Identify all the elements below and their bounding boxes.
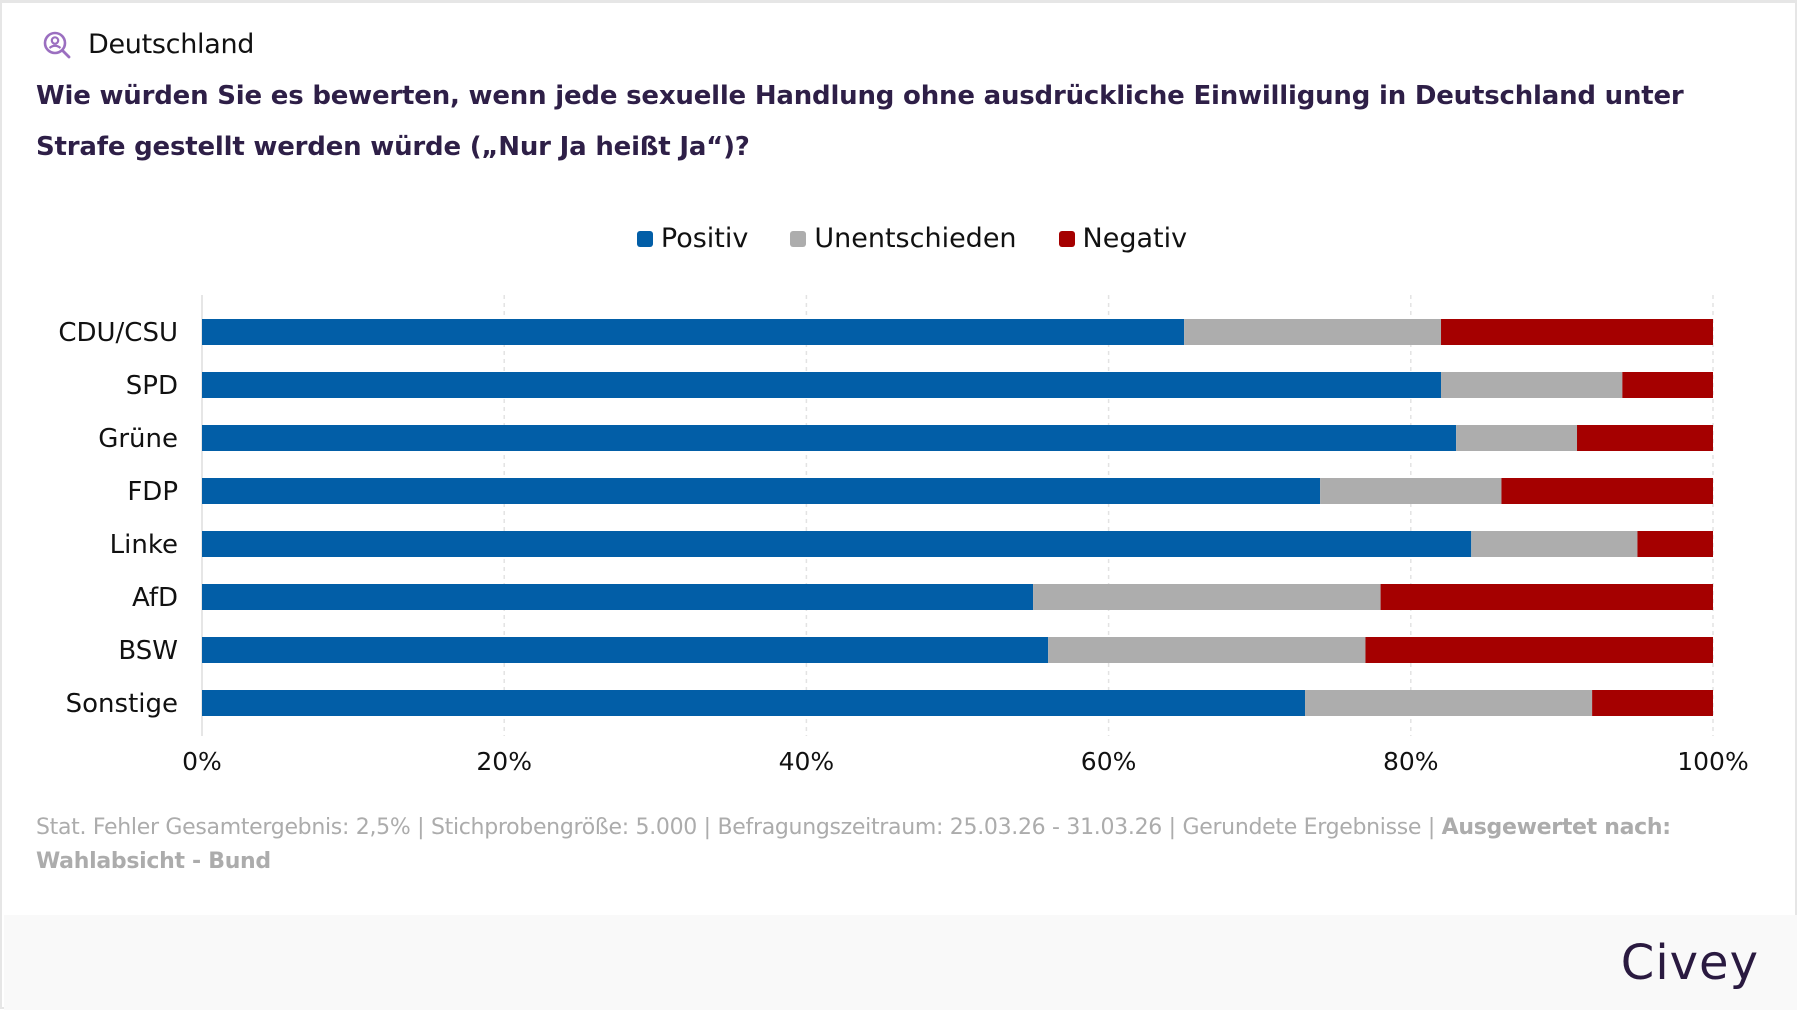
y-category-label: AfD: [132, 583, 178, 613]
x-tick-label: 60%: [1081, 747, 1137, 776]
x-tick-label: 80%: [1383, 747, 1439, 776]
bar-segment-unentschieden[interactable]: [1320, 478, 1502, 504]
x-tick-label: 20%: [476, 747, 532, 776]
legend-swatch: [636, 230, 653, 247]
bar-segment-negativ[interactable]: [1577, 425, 1713, 451]
y-category-label: BSW: [118, 636, 178, 666]
bar-segment-unentschieden[interactable]: [1456, 425, 1578, 451]
civey-logo: Civey: [1620, 935, 1759, 991]
y-category-label: SPD: [126, 371, 178, 401]
legend-label: Negativ: [1082, 223, 1188, 254]
y-category-label: Grüne: [98, 424, 178, 454]
chart-legend: Positiv Unentschieden Negativ: [2, 223, 1800, 254]
bar-segment-positiv[interactable]: [202, 319, 1185, 345]
bar-segment-positiv[interactable]: [202, 584, 1034, 610]
legend-item-unentschieden[interactable]: Unentschieden: [790, 223, 1017, 254]
legend-label: Unentschieden: [814, 223, 1017, 254]
bar-segment-negativ[interactable]: [1637, 531, 1713, 557]
y-category-label: Linke: [110, 530, 178, 560]
footnote-text: Stat. Fehler Gesamtergebnis: 2,5% | Stic…: [36, 815, 1442, 840]
y-category-label: FDP: [127, 477, 178, 507]
legend-item-positiv[interactable]: Positiv: [636, 223, 749, 254]
bar-segment-negativ[interactable]: [1592, 690, 1713, 716]
x-tick-label: 40%: [779, 747, 835, 776]
footnote: Stat. Fehler Gesamtergebnis: 2,5% | Stic…: [36, 811, 1776, 879]
legend-label: Positiv: [660, 223, 749, 254]
legend-swatch: [1058, 230, 1075, 247]
bar-segment-unentschieden[interactable]: [1033, 584, 1381, 610]
bar-segment-unentschieden[interactable]: [1048, 637, 1366, 663]
bar-segment-unentschieden[interactable]: [1441, 372, 1623, 398]
footer-band: Civey: [4, 915, 1797, 1010]
bar-segment-unentschieden[interactable]: [1471, 531, 1638, 557]
bar-segment-negativ[interactable]: [1622, 372, 1713, 398]
person-search-icon: [43, 31, 71, 58]
legend-swatch: [790, 230, 807, 247]
region-header: Deutschland: [42, 29, 254, 60]
bar-segment-positiv[interactable]: [202, 531, 1472, 557]
bar-segment-positiv[interactable]: [202, 637, 1049, 663]
bar-segment-negativ[interactable]: [1501, 478, 1713, 504]
bar-segment-positiv[interactable]: [202, 690, 1306, 716]
y-category-label: CDU/CSU: [58, 318, 178, 348]
bar-segment-unentschieden[interactable]: [1305, 690, 1593, 716]
y-category-label: Sonstige: [66, 689, 178, 719]
bar-segment-unentschieden[interactable]: [1184, 319, 1442, 345]
bar-segment-positiv[interactable]: [202, 478, 1321, 504]
stacked-bar-chart: 0% 20% 40% 60% 80% 100% CDU/CSU SPD Grüne FDP Link…: [58, 295, 1749, 776]
legend-item-negativ[interactable]: Negativ: [1058, 223, 1188, 254]
question-title: Wie würden Sie es bewerten, wenn jede se…: [36, 81, 1684, 162]
bar-segment-negativ[interactable]: [1365, 637, 1713, 663]
bar-segment-negativ[interactable]: [1380, 584, 1713, 610]
bar-segment-negativ[interactable]: [1441, 319, 1713, 345]
x-tick-label: 0%: [182, 747, 222, 776]
region-label: Deutschland: [88, 29, 255, 60]
footnote-bold: Ausgewertet nach: Wahlabsicht - Bund: [36, 815, 1671, 874]
bar-segment-positiv[interactable]: [202, 425, 1457, 451]
bar-segment-positiv[interactable]: [202, 372, 1442, 398]
x-tick-label: 100%: [1677, 747, 1748, 776]
